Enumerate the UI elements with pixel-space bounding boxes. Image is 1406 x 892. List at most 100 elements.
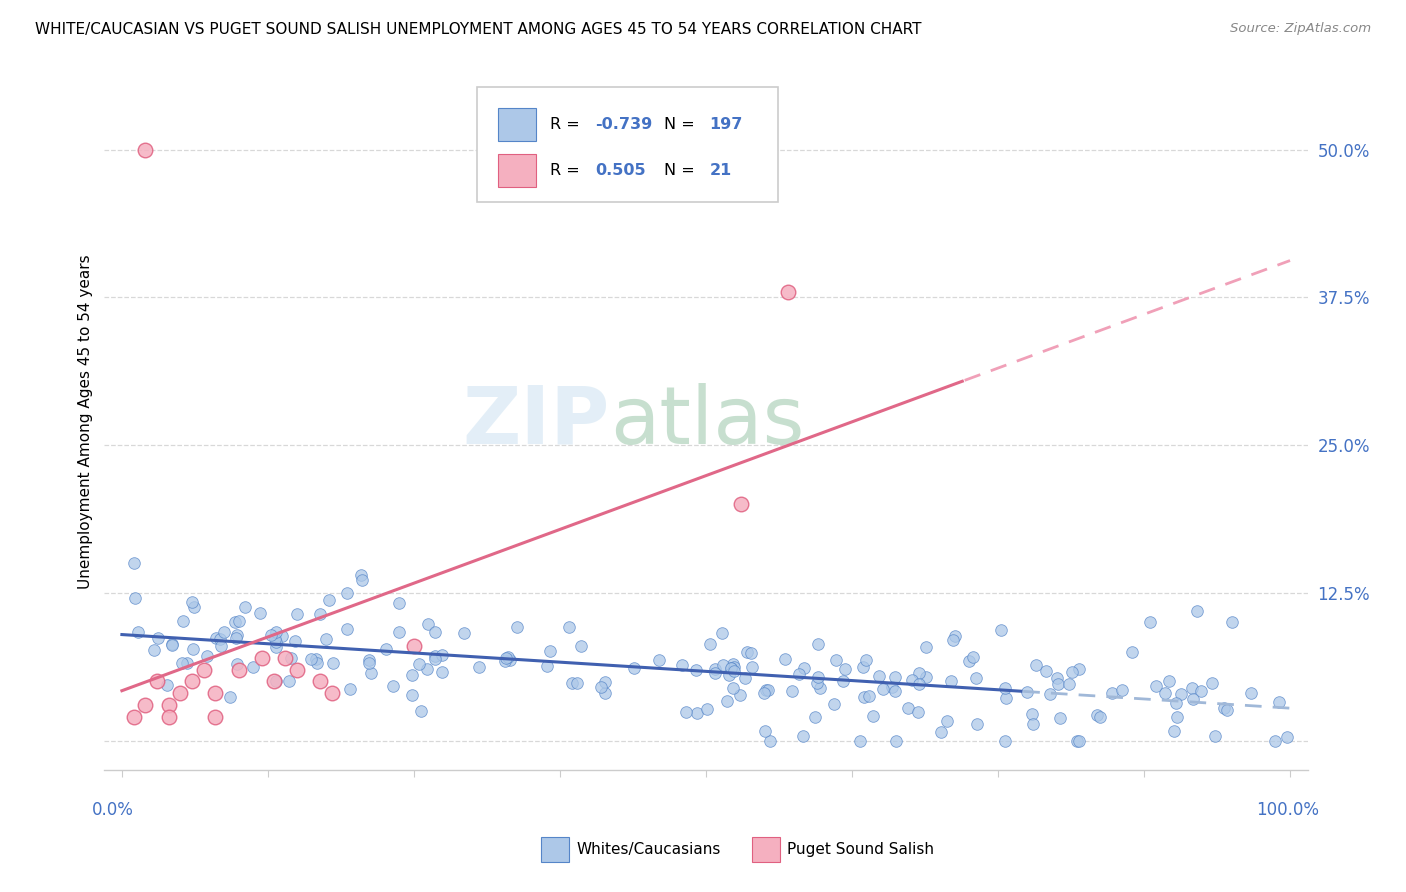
Point [305, 652, 328, 666]
Point [284, 633, 307, 648]
Point [122, 710, 145, 724]
Point [124, 591, 146, 605]
Point [233, 600, 256, 615]
Point [1069, 662, 1091, 676]
Point [315, 632, 337, 647]
Point [807, 637, 830, 651]
Point [1264, 733, 1286, 747]
Point [740, 647, 762, 661]
Point [374, 642, 396, 657]
Text: WHITE/CAUCASIAN VS PUGET SOUND SALISH UNEMPLOYMENT AMONG AGES 45 TO 54 YEARS COR: WHITE/CAUCASIAN VS PUGET SOUND SALISH UN… [35, 22, 922, 37]
Point [142, 643, 165, 657]
Point [336, 586, 359, 600]
Point [430, 665, 453, 680]
Point [305, 657, 328, 671]
Point [884, 670, 907, 684]
Point [1111, 683, 1133, 698]
Point [1277, 731, 1299, 745]
Text: -0.739: -0.739 [595, 117, 652, 132]
Point [1185, 604, 1208, 618]
Point [858, 689, 880, 703]
Text: Source: ZipAtlas.com: Source: ZipAtlas.com [1230, 22, 1371, 36]
Point [496, 650, 519, 665]
Text: R =: R = [550, 117, 585, 132]
Point [360, 665, 382, 680]
Point [943, 630, 966, 644]
Point [172, 614, 194, 628]
Point [962, 650, 984, 665]
Point [1154, 686, 1177, 700]
Point [884, 684, 907, 698]
Text: R =: R = [550, 163, 585, 178]
Point [849, 733, 872, 747]
Point [195, 648, 218, 663]
Point [558, 619, 581, 633]
Point [957, 654, 980, 668]
Point [183, 600, 205, 615]
Point [1166, 710, 1188, 724]
Point [278, 674, 301, 689]
Point [994, 733, 1017, 747]
Point [122, 557, 145, 571]
Point [169, 686, 191, 700]
Point [685, 663, 707, 677]
Point [882, 680, 904, 694]
Point [1047, 676, 1070, 690]
Point [285, 663, 308, 677]
Point [309, 674, 332, 689]
Point [872, 681, 894, 696]
Point [1240, 686, 1263, 700]
Point [453, 625, 475, 640]
Point [754, 723, 776, 738]
Point [1017, 684, 1039, 698]
Point [721, 657, 744, 671]
Point [1049, 711, 1071, 725]
Point [741, 660, 763, 674]
Point [1046, 671, 1069, 685]
Point [716, 694, 738, 708]
Point [506, 620, 529, 634]
Point [416, 662, 439, 676]
Point [808, 681, 831, 695]
Point [157, 710, 180, 724]
Point [1163, 724, 1185, 739]
Point [1035, 664, 1057, 678]
Point [349, 567, 371, 582]
Point [155, 677, 177, 691]
Point [703, 666, 725, 681]
Point [793, 661, 815, 675]
Point [160, 639, 183, 653]
Point [852, 660, 875, 674]
Point [823, 697, 845, 711]
Point [160, 637, 183, 651]
Point [776, 285, 799, 299]
Point [1085, 708, 1108, 723]
Point [401, 668, 423, 682]
Point [250, 651, 273, 665]
Point [1268, 695, 1291, 709]
Point [494, 654, 516, 668]
Point [593, 686, 616, 700]
Point [717, 668, 740, 682]
Point [723, 664, 745, 678]
Point [755, 682, 778, 697]
Bar [498, 153, 536, 187]
Point [1216, 703, 1239, 717]
Point [834, 663, 856, 677]
Point [929, 725, 952, 739]
Text: 21: 21 [710, 163, 733, 178]
Point [409, 704, 432, 718]
Point [181, 674, 204, 689]
Point [1059, 676, 1081, 690]
Point [401, 688, 423, 702]
Text: Puget Sound Salish: Puget Sound Salish [787, 842, 935, 856]
Point [939, 673, 962, 688]
Point [942, 633, 965, 648]
Point [402, 639, 425, 653]
Point [897, 701, 920, 715]
Point [900, 673, 922, 688]
Point [538, 644, 561, 658]
Text: 197: 197 [710, 117, 742, 132]
Point [1170, 687, 1192, 701]
Point [146, 674, 169, 689]
